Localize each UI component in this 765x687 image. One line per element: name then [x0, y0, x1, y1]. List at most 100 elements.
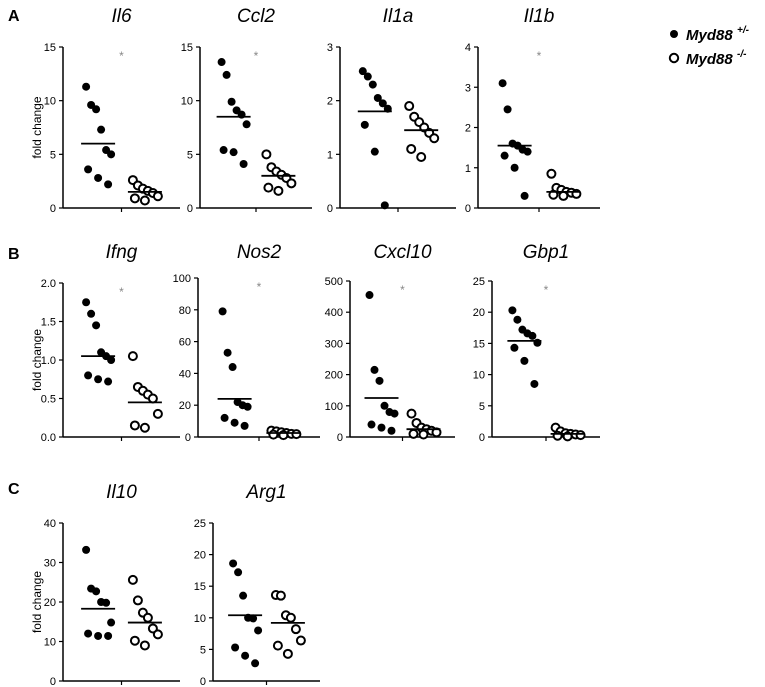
y-tick-label: 25 — [473, 276, 485, 288]
significance-marker: * — [257, 280, 262, 294]
data-point — [275, 590, 286, 601]
data-point — [87, 309, 96, 318]
data-point — [404, 101, 415, 112]
data-point — [218, 307, 227, 316]
y-axis-label: fold change — [30, 571, 44, 633]
data-point — [249, 614, 258, 623]
subplot-il10: 0 10 20 30 40 Il10 fold change — [30, 482, 180, 687]
data-point — [363, 72, 372, 81]
y-tick-label: 3 — [465, 82, 471, 94]
y-tick-label: 400 — [325, 307, 343, 319]
data-point — [84, 165, 93, 174]
chart-title: Il10 — [106, 482, 137, 503]
legend-sup-het: +/- — [737, 25, 750, 36]
data-point — [234, 568, 243, 577]
y-tick-label: 1 — [327, 149, 333, 161]
panel-label-a: A — [8, 8, 20, 25]
legend-label-ko: Myd88 — [686, 51, 733, 68]
data-point — [358, 67, 367, 76]
y-tick-label: 0 — [465, 203, 471, 215]
panel-label-b: B — [8, 246, 20, 263]
panel-label-c: C — [8, 481, 20, 498]
subplot-arg1: 0 5 10 15 20 25 Arg1 — [194, 482, 320, 687]
y-tick-label: 5 — [187, 149, 193, 161]
data-point — [390, 409, 399, 418]
chart-title: Ifng — [106, 242, 138, 263]
data-point — [530, 379, 539, 388]
data-point — [552, 430, 563, 441]
y-tick-label: 5 — [200, 644, 206, 656]
data-point — [429, 133, 440, 144]
data-point — [97, 125, 106, 134]
data-point — [273, 185, 284, 196]
data-point — [295, 635, 306, 646]
y-tick-label: 5 — [479, 401, 485, 413]
y-tick-label: 200 — [325, 370, 343, 382]
y-tick-label: 0 — [200, 676, 206, 687]
legend: Myd88 +/- Myd88 -/- — [668, 25, 750, 68]
y-tick-label: 0.0 — [41, 432, 56, 444]
data-point — [94, 173, 103, 182]
data-point — [127, 351, 138, 362]
data-point — [240, 421, 249, 430]
y-tick-label: 3 — [327, 42, 333, 54]
data-point — [520, 356, 529, 365]
y-tick-label: 15 — [194, 581, 206, 593]
data-point — [152, 629, 163, 640]
y-tick-label: 15 — [181, 42, 193, 54]
data-point — [533, 338, 542, 347]
data-point — [94, 375, 103, 384]
data-point — [373, 93, 382, 102]
data-point — [142, 612, 153, 623]
y-tick-label: 300 — [325, 338, 343, 350]
data-point — [132, 595, 143, 606]
data-point — [291, 429, 302, 440]
y-tick-label: 0 — [187, 203, 193, 215]
y-tick-label: 10 — [44, 637, 56, 649]
y-tick-label: 30 — [44, 558, 56, 570]
y-tick-label: 100 — [173, 273, 191, 285]
data-point — [152, 191, 163, 202]
y-tick-label: 0.5 — [41, 394, 56, 406]
data-point — [82, 298, 91, 307]
data-point — [219, 146, 228, 155]
data-point — [94, 631, 103, 640]
y-tick-label: 10 — [194, 613, 206, 625]
data-point — [510, 343, 519, 352]
data-point — [520, 191, 529, 200]
y-tick-label: 40 — [179, 368, 191, 380]
subplot-gbp1: 0 5 10 15 20 25 Gbp1 * — [473, 242, 600, 444]
data-point — [418, 429, 429, 440]
data-point — [513, 315, 522, 324]
y-tick-label: 4 — [465, 42, 471, 54]
chart-title: Cxcl10 — [373, 242, 432, 263]
y-tick-label: 20 — [194, 550, 206, 562]
y-tick-label: 100 — [325, 401, 343, 413]
data-point — [408, 428, 419, 439]
data-point — [377, 423, 386, 432]
data-point — [84, 371, 93, 380]
data-point — [139, 640, 150, 651]
y-tick-label: 1 — [465, 163, 471, 175]
data-point — [370, 365, 379, 374]
y-tick-label: 10 — [44, 96, 56, 108]
data-point — [575, 430, 586, 441]
data-point — [92, 321, 101, 330]
data-point — [268, 429, 279, 440]
data-point — [290, 624, 301, 635]
data-point — [375, 376, 384, 385]
data-point — [241, 651, 250, 660]
y-tick-label: 25 — [194, 518, 206, 530]
y-tick-label: 2.0 — [41, 278, 56, 290]
data-point — [147, 393, 158, 404]
legend-label-het: Myd88 — [686, 27, 733, 44]
data-point — [360, 120, 369, 129]
y-tick-label: 60 — [179, 337, 191, 349]
chart-title: Il1b — [524, 6, 555, 27]
data-point — [546, 168, 557, 179]
y-tick-label: 10 — [473, 370, 485, 382]
data-point — [107, 150, 116, 159]
significance-marker: * — [537, 49, 542, 63]
